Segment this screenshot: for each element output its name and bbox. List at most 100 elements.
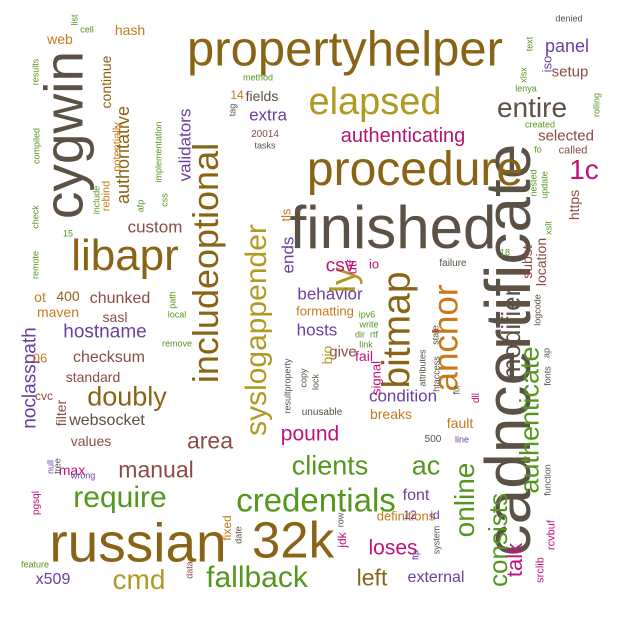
word: lenya [515,83,537,94]
word: jdk [335,532,349,548]
word: fixed [220,515,234,541]
word: libapr [71,231,179,280]
word: area [186,427,234,454]
word: id [430,508,440,522]
word: sasl [102,309,128,325]
word: pgsql [31,491,42,515]
word: russian [49,511,227,574]
word: values [70,433,112,449]
word: check [30,205,41,229]
word: attributes [417,349,428,387]
word: date [233,526,244,544]
word: 18 [499,247,511,258]
word: function [542,464,553,496]
word: modifier [496,287,526,381]
word: elapsed [308,81,442,123]
word: signal [368,361,384,395]
word: fail [355,348,373,364]
word: web [47,31,73,47]
word: condition [368,386,438,406]
word: 500 [424,434,442,445]
word: lock [310,373,321,391]
word: remote [30,250,41,280]
word: manual [118,456,194,483]
word: ipv6 [358,309,376,320]
word: loses [368,536,418,560]
word: pound [280,422,340,446]
word: path [167,291,178,309]
word: external [407,569,465,586]
word: compiled [31,127,42,165]
word: denied [555,13,583,24]
word: tls [278,208,294,222]
word: syslogappender [240,224,273,436]
word: hostname [63,321,147,343]
word: cygwin [32,50,95,220]
word: tree [52,458,63,474]
word: give [329,343,357,361]
word: utf [344,259,360,275]
word: fonts [542,366,553,386]
word: extra [249,105,287,125]
word: feature [20,559,50,570]
word: subst [519,245,535,279]
word: ot [34,289,46,305]
word: filter [53,399,69,427]
word: panel [544,36,590,56]
word: implementation [153,121,164,183]
word: copy [298,368,309,388]
word: rcvbuf [545,520,558,550]
word: list [69,14,80,26]
word: left [356,564,388,591]
word: definitions [376,508,436,524]
word: continue [98,55,114,109]
word: 14 [230,88,244,102]
word: rtf [370,329,378,340]
word: iso [539,55,555,73]
word: noclasspath [19,327,41,429]
word: breaks [369,406,413,422]
word: created [524,119,556,130]
word: srclib [534,557,547,583]
word: ftp [410,549,421,561]
word: row [335,512,346,528]
word: checksum [72,349,146,366]
word: dll [471,392,482,404]
word: css [159,193,170,207]
word: maven [36,304,80,320]
word: websocket [69,412,145,429]
word: failure [439,258,467,269]
word: ac [411,450,441,481]
word: cell [80,24,94,35]
word: clients [291,450,369,481]
word: font [402,487,430,504]
word: tag [227,103,238,117]
word: https [566,189,582,221]
word: csv [325,255,355,277]
word: doubly [87,381,167,412]
word: authenticating [340,125,466,147]
word: data [184,561,195,579]
word: require [73,481,167,514]
word: logcode [532,294,543,326]
word: x509 [35,571,71,588]
word: 1c [569,154,599,185]
word: selected [538,127,594,145]
word: local [167,309,187,320]
word: tasks [254,140,276,151]
word: finished [289,194,497,261]
word: text [524,36,535,52]
word: bio [319,345,335,365]
word: rolling [591,92,602,118]
word: remove [161,338,193,349]
word: wrong [70,470,96,481]
word: fault [446,415,474,431]
word: validators [175,108,195,182]
word: 15 [62,228,74,239]
word: behavior [297,284,363,304]
word: update [539,171,550,199]
word: unusable [301,407,343,418]
word: dir [354,329,366,340]
word: method [242,72,274,83]
